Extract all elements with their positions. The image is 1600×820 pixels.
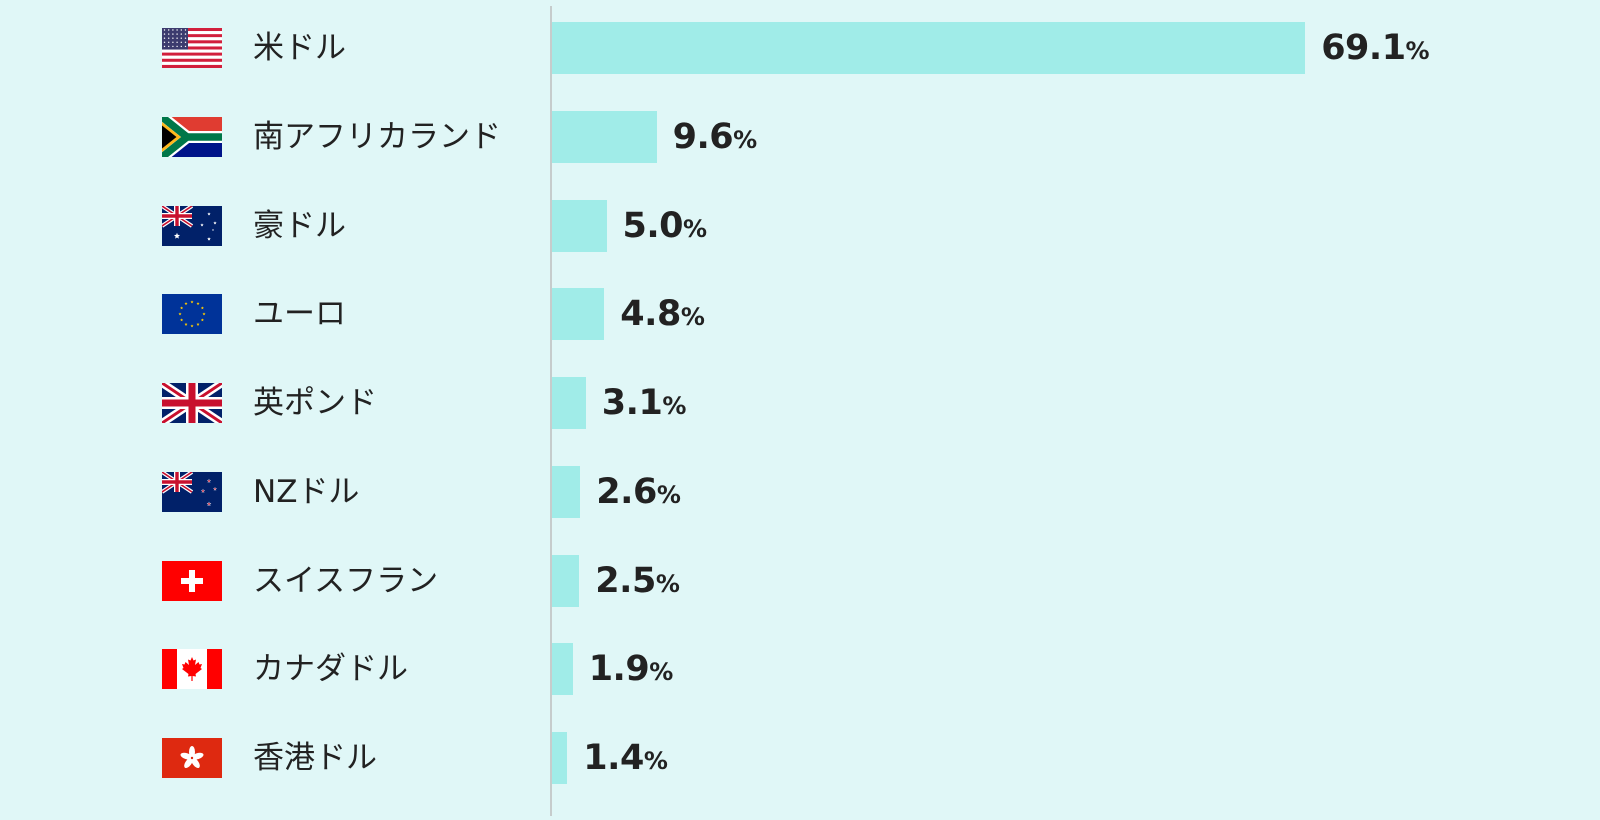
- bar-row: ユーロ 4.8%: [0, 288, 1600, 341]
- category-label: ユーロ: [253, 296, 346, 333]
- percent-unit: %: [649, 658, 674, 687]
- value-label: 4.8%: [620, 288, 705, 340]
- percent-unit: %: [662, 392, 687, 420]
- category-label: スイスフラン: [253, 562, 439, 599]
- us-flag-icon: [162, 28, 222, 68]
- bar: [552, 377, 586, 429]
- category-label: カナダドル: [253, 651, 408, 688]
- value-number: 69.1: [1321, 28, 1406, 68]
- category-label: 豪ドル: [253, 207, 346, 244]
- bar-row: カナダドル 1.9%: [0, 643, 1600, 696]
- value-label: 5.0%: [623, 200, 708, 252]
- nz-flag-icon: [162, 471, 222, 512]
- category-label: 南アフリカランド: [253, 118, 501, 155]
- bar: [552, 643, 573, 696]
- value-number: 5.0: [622, 205, 684, 246]
- bar-row: NZドル 2.6%: [0, 465, 1600, 518]
- bar: [552, 288, 605, 341]
- bar: [552, 554, 580, 607]
- value-number: 1.4: [583, 738, 644, 778]
- za-flag-icon: [162, 116, 222, 157]
- value-label: 69.1%: [1321, 22, 1429, 74]
- percent-unit: %: [655, 569, 680, 598]
- bar-row: 米ドル 69.1%: [0, 22, 1600, 74]
- value-number: 9.6: [672, 116, 734, 157]
- au-flag-icon: [162, 205, 222, 246]
- value-number: 4.8: [620, 294, 681, 335]
- percent-unit: %: [643, 747, 668, 775]
- bar-row: スイスフラン 2.5%: [0, 554, 1600, 607]
- value-label: 2.6%: [596, 466, 681, 518]
- category-label: 香港ドル: [253, 740, 377, 776]
- value-number: 2.5: [595, 560, 656, 601]
- percent-unit: %: [1405, 37, 1430, 65]
- value-number: 1.9: [588, 649, 650, 690]
- value-number: 2.6: [596, 471, 657, 512]
- eu-flag-icon: [162, 294, 222, 335]
- bar: [552, 22, 1306, 74]
- y-axis-line: [550, 6, 552, 816]
- category-label: 英ポンド: [253, 385, 377, 421]
- bar: [552, 110, 657, 163]
- bar-row: 南アフリカランド 9.6%: [0, 110, 1600, 163]
- percent-unit: %: [733, 125, 758, 154]
- percent-unit: %: [683, 214, 708, 243]
- category-label: NZドル: [253, 473, 360, 510]
- ca-flag-icon: [162, 649, 222, 690]
- category-label: 米ドル: [253, 30, 346, 66]
- bar-row: 香港ドル 1.4%: [0, 732, 1600, 784]
- bar: [552, 465, 581, 518]
- percent-unit: %: [656, 480, 681, 509]
- value-label: 2.5%: [595, 555, 680, 607]
- bar-row: 英ポンド 3.1%: [0, 377, 1600, 429]
- value-label: 1.9%: [589, 643, 674, 695]
- gb-flag-icon: [162, 383, 222, 423]
- bar-row: 豪ドル 5.0%: [0, 199, 1600, 252]
- value-label: 3.1%: [602, 377, 687, 429]
- percent-unit: %: [680, 303, 705, 332]
- value-label: 9.6%: [673, 111, 758, 163]
- ch-flag-icon: [162, 560, 222, 601]
- hk-flag-icon: [162, 738, 222, 778]
- value-number: 3.1: [601, 383, 663, 423]
- bar: [552, 732, 568, 784]
- value-label: 1.4%: [583, 732, 668, 784]
- bar: [552, 199, 607, 252]
